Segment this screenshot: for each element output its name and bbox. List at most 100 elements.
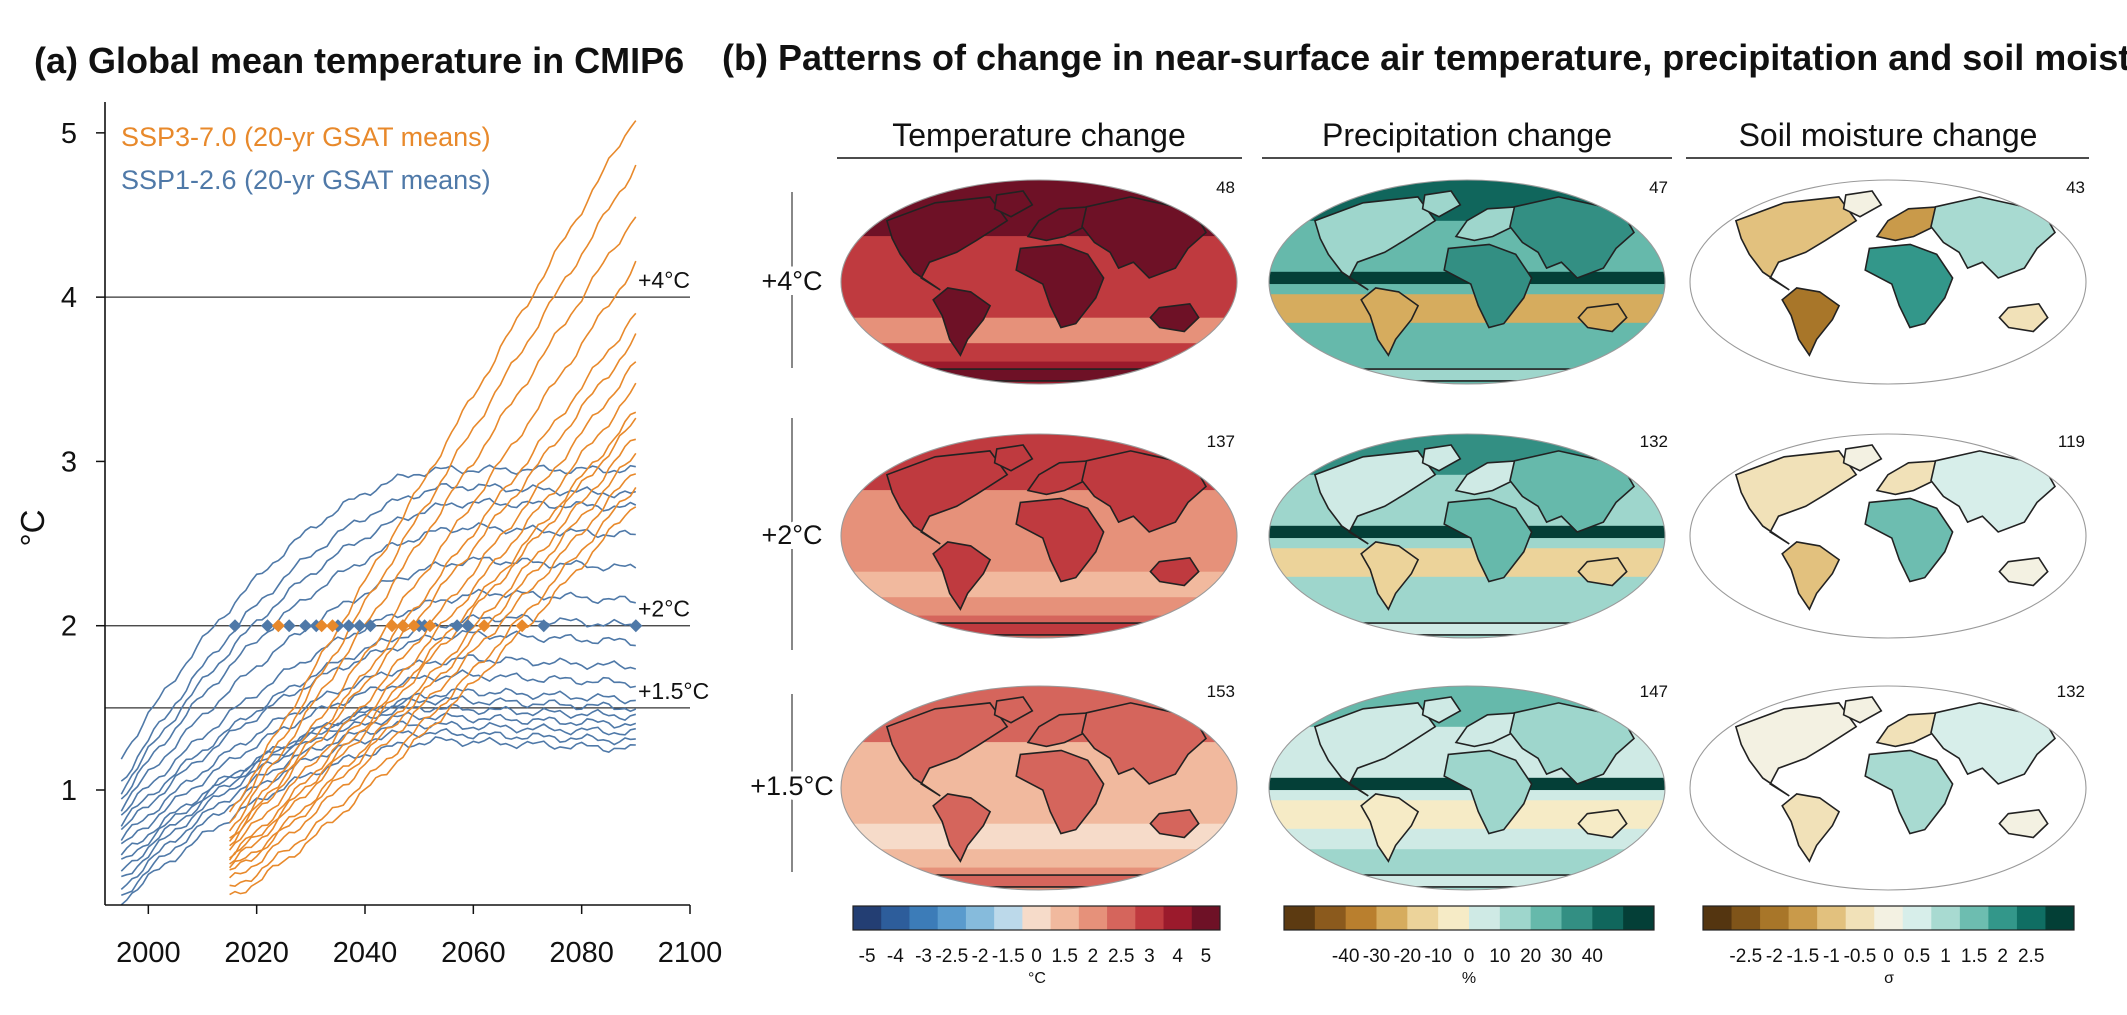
colorbar-tick-label: 0: [1031, 946, 1042, 967]
crossing-markers: [228, 619, 643, 633]
ssp3-7-0-crossing-marker: [515, 619, 529, 633]
colorbar-tick-label: 0: [1464, 946, 1475, 967]
ssp3-7-0-member-line: [228, 120, 637, 813]
colorbar-swatch: [853, 906, 882, 930]
colorbar-swatch: [1530, 906, 1562, 930]
ssp3-7-0-crossing-marker: [271, 619, 285, 633]
ssp1-2-6-member-line: [120, 588, 636, 816]
ssp1-2-6-crossing-marker: [282, 619, 296, 633]
colorbar-tick-label: 20: [1520, 946, 1541, 967]
colorbar-swatch: [1345, 906, 1377, 930]
panel-b-title: (b) Patterns of change in near-surface a…: [722, 37, 2127, 78]
y-tick-label: 4: [61, 282, 77, 314]
ssp1-2-6-member-line: [120, 695, 637, 860]
map-precipitation-2c: [1268, 433, 1666, 639]
row-label-2c: +2°C: [761, 520, 822, 550]
colorbar-swatch: [1107, 906, 1136, 930]
colorbar-tick-label: -3: [915, 946, 932, 967]
colorbar-tick-label: 2.5: [1108, 946, 1134, 967]
ssp1-2-6-member-line: [120, 736, 636, 906]
map-precipitation-4c: [1268, 179, 1666, 385]
map-temperature-4c: [840, 179, 1238, 385]
ssp3-7-0-member-line: [229, 417, 637, 865]
colorbar-tick-label: -4: [887, 946, 904, 967]
colorbar-swatch: [1407, 906, 1439, 930]
colorbar-tick-label: 10: [1489, 946, 1510, 967]
ssp3-7-0-member-line: [229, 260, 637, 839]
model-count-precip-1-5c: 147: [1640, 682, 1668, 701]
map-soil-moisture-4c: [1689, 179, 2087, 385]
colorbar-tick-label: -2: [972, 946, 989, 967]
colorbar-tick-label: 40: [1582, 946, 1603, 967]
ssp3-7-0-crossing-marker: [423, 619, 437, 633]
colorbar-tick-label: 0.5: [1904, 946, 1930, 967]
colorbar-swatch: [1438, 906, 1470, 930]
ssp3-7-0-member-line: [229, 452, 637, 871]
colorbar-swatch: [1050, 906, 1080, 930]
colorbar-swatch: [1376, 906, 1408, 930]
column-title-temperature: Temperature change: [892, 117, 1186, 153]
colorbar-tick-label: 2: [1997, 946, 2008, 967]
legend-ssp1-2-6: SSP1-2.6 (20-yr GSAT means): [121, 165, 491, 195]
model-count-soil-1-5c: 132: [2057, 682, 2085, 701]
y-tick-label: 3: [61, 446, 77, 478]
colorbar-tick-label: -1: [1823, 946, 1840, 967]
colorbar-swatch: [2045, 906, 2075, 930]
threshold-label: +1.5°C: [638, 678, 709, 704]
ssp1-2-6-member-line: [120, 497, 637, 795]
colorbar-tick-label: -2: [1766, 946, 1783, 967]
colorbar-swatch: [1731, 906, 1761, 930]
ssp1-2-6-crossing-marker: [261, 619, 274, 633]
ssp1-2-6-crossing-marker: [629, 619, 643, 633]
ssp3-7-0-member-line: [228, 438, 637, 869]
threshold-lines: +4°C +2°C +1.5°C: [105, 267, 709, 709]
ssp1-2-6-crossing-marker: [298, 619, 312, 633]
x-tick-label: 2100: [658, 937, 723, 969]
colorbar-swatch: [1703, 906, 1733, 930]
y-ticks: 1 2 3 4 5: [61, 118, 105, 807]
ssp1-2-6-member-line: [120, 482, 637, 782]
colorbar-swatch: [1959, 906, 1989, 930]
colorbar-tick-label: 2.5: [2018, 946, 2044, 967]
ssp3-7-0-member-line: [229, 164, 637, 824]
ssp1-2-6-crossing-marker: [461, 619, 475, 633]
colorbar-swatch: [1988, 906, 2018, 930]
colorbar-swatch: [1469, 906, 1501, 930]
colorbar-unit: °C: [1028, 970, 1046, 987]
ssp1-2-6-member-line: [121, 711, 637, 878]
ssp1-2-6-member-line: [120, 629, 636, 831]
colorbar-precipitation: -40 -30 -20 -10 0 10 20 30 40%: [1283, 905, 1655, 987]
row-label-1-5c: +1.5°C: [750, 771, 834, 801]
ssp1-2-6-member-line: [120, 720, 636, 890]
ssp3-7-0-member-line: [228, 361, 637, 851]
map-temperature-2c: [840, 433, 1238, 639]
y-tick-label: 1: [61, 775, 77, 807]
y-tick-label: 2: [61, 611, 77, 643]
column-title-soil-moisture: Soil moisture change: [1739, 117, 2038, 153]
colorbar-tick-label: 1.5: [1961, 946, 1987, 967]
model-count-precip-2c: 132: [1640, 432, 1668, 451]
colorbar-tick-label: 2: [1088, 946, 1099, 967]
model-count-soil-2c: 119: [2058, 432, 2085, 451]
x-ticks: 2000 2020 2040 2060 2080 2100: [116, 905, 722, 969]
ssp3-7-0-crossing-marker: [477, 619, 491, 633]
colorbar-swatch: [909, 906, 939, 930]
ssp1-2-6-crossing-marker: [450, 619, 464, 633]
ssp1-2-6-crossing-marker: [363, 619, 377, 633]
colorbar-tick-label: 0: [1883, 946, 1894, 967]
colorbar-swatch: [1314, 906, 1347, 930]
colorbar-unit: %: [1462, 970, 1476, 987]
map-soil-moisture-2c: [1689, 433, 2087, 639]
ssp1-2-6-member-line: [120, 687, 636, 856]
colorbar-swatch: [1561, 906, 1593, 930]
column-title-precipitation: Precipitation change: [1322, 117, 1612, 153]
legend-ssp3-7-0: SSP3-7.0 (20-yr GSAT means): [121, 122, 491, 152]
ssp3-7-0-member-line: [229, 333, 637, 847]
colorbar-tick-label: -40: [1332, 946, 1359, 967]
colorbar-tick-label: 1: [1940, 946, 1951, 967]
x-tick-label: 2060: [441, 937, 506, 969]
ssp3-7-0-member-line: [228, 312, 637, 842]
map-precipitation-1-5c: [1268, 685, 1666, 891]
colorbar-tick-label: -2.5: [935, 946, 968, 967]
